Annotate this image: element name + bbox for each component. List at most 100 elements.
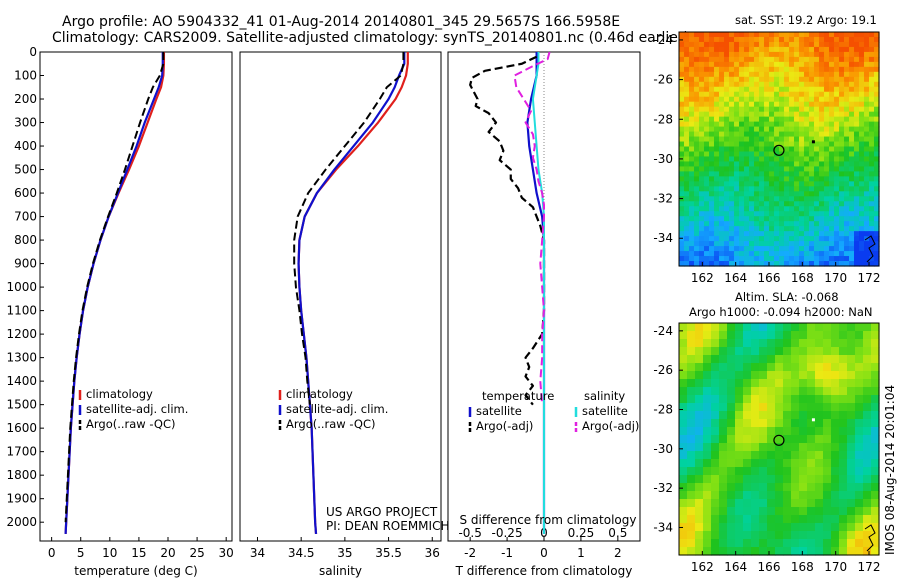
map-cell	[714, 206, 720, 212]
map-cell	[719, 32, 725, 38]
map-cell	[839, 387, 848, 396]
map-cell	[711, 499, 720, 508]
map-cell	[789, 216, 795, 222]
map-cell	[849, 151, 855, 158]
map-cell	[839, 66, 845, 73]
map-cell	[739, 246, 745, 252]
map-cell	[815, 547, 824, 556]
legend-label: Argo(..raw -QC)	[86, 417, 176, 431]
map-cell	[814, 196, 820, 202]
map-cell	[844, 216, 850, 222]
map-cell	[735, 331, 744, 340]
map-cell	[704, 256, 710, 262]
map-cell	[779, 116, 785, 123]
map-cell	[834, 41, 840, 48]
map-cell	[694, 131, 700, 138]
map-cell	[823, 459, 832, 468]
map-cell	[814, 216, 820, 222]
map-cell	[751, 451, 760, 460]
map-cell	[799, 523, 808, 532]
map-cell	[789, 211, 795, 217]
map-cell	[831, 523, 840, 532]
map-cell	[724, 96, 730, 103]
map-cell	[759, 515, 768, 524]
map-cell	[791, 507, 800, 516]
map-cell	[695, 379, 704, 388]
map-cell	[823, 539, 832, 548]
map-cell	[854, 151, 860, 158]
map-cell	[804, 251, 810, 257]
map-cell	[774, 191, 780, 197]
map-cell	[694, 196, 700, 202]
map-cell	[694, 81, 700, 88]
map-cell	[829, 176, 835, 182]
map-cell	[744, 116, 750, 123]
map-cell	[847, 499, 856, 508]
map-cell	[767, 411, 776, 420]
map-cell	[794, 191, 800, 197]
map-cell	[704, 176, 710, 182]
map-cell	[729, 181, 735, 187]
map-cell	[799, 387, 808, 396]
map-cell	[815, 395, 824, 404]
map-x-tick-label: 170	[824, 560, 847, 574]
map-cell	[724, 46, 730, 53]
map-cell	[784, 261, 790, 267]
map-cell	[824, 176, 830, 182]
map-cell	[823, 531, 832, 540]
map-cell	[684, 41, 690, 48]
map-cell	[819, 121, 825, 128]
map-cell	[759, 427, 768, 436]
map-cell	[829, 131, 835, 138]
map-cell	[714, 191, 720, 197]
map-cell	[839, 36, 845, 43]
map-cell	[689, 261, 695, 267]
map-cell	[869, 126, 875, 133]
map-cell	[871, 475, 880, 484]
map-cell	[704, 101, 710, 108]
map-cell	[783, 547, 792, 556]
map-cell	[695, 347, 704, 356]
map-cell	[863, 499, 872, 508]
map-cell	[839, 41, 845, 48]
map-cell	[804, 181, 810, 187]
map-cell	[834, 86, 840, 93]
map-cell	[739, 116, 745, 123]
map-cell	[751, 363, 760, 372]
map-cell	[709, 116, 715, 123]
map-cell	[699, 86, 705, 93]
map-cell	[775, 339, 784, 348]
map-cell	[754, 121, 760, 128]
map-cell	[759, 101, 765, 108]
map-cell	[719, 435, 728, 444]
map-cell	[814, 156, 820, 163]
map-cell	[724, 32, 730, 38]
map-cell	[719, 36, 725, 43]
map-cell	[719, 116, 725, 123]
x-tick-label: 5	[77, 546, 85, 560]
map-cell	[699, 81, 705, 88]
map-cell	[794, 196, 800, 202]
map-cell	[774, 246, 780, 252]
map-cell	[834, 66, 840, 73]
map-cell	[684, 96, 690, 103]
map-cell	[804, 81, 810, 88]
map-cell	[739, 121, 745, 128]
map-cell	[774, 241, 780, 247]
map-cell	[759, 191, 765, 197]
map-cell	[815, 363, 824, 372]
map-cell	[729, 171, 735, 177]
map-cell	[709, 151, 715, 158]
x-tick-label: 36	[425, 546, 440, 560]
map-cell	[729, 131, 735, 138]
map-cell	[824, 146, 830, 153]
map-cell	[679, 121, 685, 128]
map-cell	[719, 191, 725, 197]
y-tick-label: 100	[14, 69, 37, 83]
map-cell	[819, 171, 825, 177]
map-cell	[834, 241, 840, 247]
map-cell	[744, 106, 750, 113]
map-cell	[711, 491, 720, 500]
map-cell	[794, 81, 800, 88]
map-cell	[724, 156, 730, 163]
